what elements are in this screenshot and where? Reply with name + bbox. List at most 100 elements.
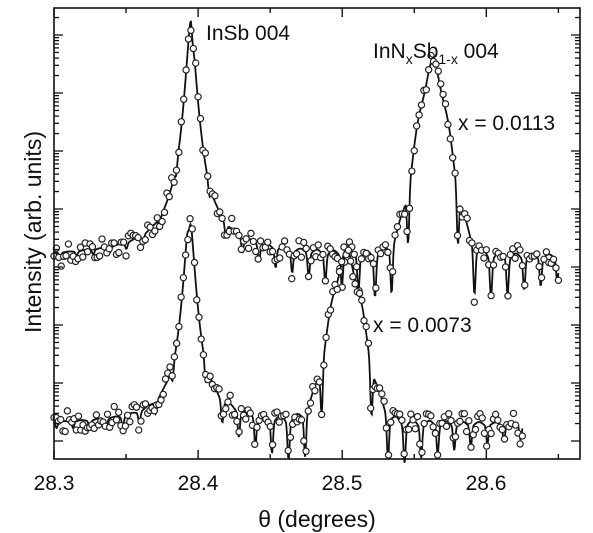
data-point xyxy=(57,262,65,270)
data-point xyxy=(518,261,527,270)
data-point xyxy=(445,410,453,418)
data-point xyxy=(403,227,411,236)
x-tick-label: 28.4 xyxy=(178,472,219,495)
data-point xyxy=(160,208,169,217)
data-point xyxy=(179,95,188,103)
layer-peak-label-subscript: x xyxy=(406,51,413,67)
data-point xyxy=(151,227,159,235)
data-point xyxy=(215,385,223,393)
data-point xyxy=(253,423,261,432)
data-point xyxy=(141,236,149,244)
data-point xyxy=(177,293,185,301)
data-point xyxy=(204,172,212,180)
data-point xyxy=(362,322,370,331)
data-point xyxy=(276,254,284,262)
layer-peak-label-part: 004 xyxy=(458,40,499,63)
data-point xyxy=(123,411,132,419)
data-point xyxy=(182,66,190,74)
data-point xyxy=(320,361,328,369)
data-point xyxy=(201,149,210,157)
data-point xyxy=(352,263,361,271)
data-point xyxy=(103,410,112,418)
data-point xyxy=(175,322,183,331)
data-point xyxy=(412,122,421,130)
data-point xyxy=(456,417,464,426)
data-point xyxy=(482,442,491,450)
data-point xyxy=(382,424,391,432)
data-point xyxy=(226,391,234,400)
data-point xyxy=(442,422,451,431)
data-point xyxy=(408,167,416,175)
data-point xyxy=(74,412,83,420)
data-point xyxy=(349,273,357,281)
data-point xyxy=(179,273,188,282)
data-point xyxy=(264,238,272,246)
data-point xyxy=(95,252,104,260)
data-point xyxy=(136,243,145,252)
data-point xyxy=(302,244,310,253)
data-point xyxy=(533,250,541,258)
data-point xyxy=(268,247,277,256)
data-point xyxy=(549,255,558,264)
data-point xyxy=(446,135,454,143)
data-point xyxy=(218,214,226,223)
data-point xyxy=(282,410,290,418)
data-point xyxy=(427,412,435,420)
data-point xyxy=(542,248,551,256)
data-point xyxy=(222,404,230,413)
data-point xyxy=(333,285,341,294)
data-point xyxy=(344,246,353,254)
data-point xyxy=(416,440,424,448)
data-point xyxy=(137,417,145,425)
data-point xyxy=(351,280,359,288)
data-point xyxy=(189,44,198,53)
data-point xyxy=(230,410,239,419)
data-point xyxy=(135,426,143,434)
data-point xyxy=(246,409,254,417)
data-point xyxy=(266,422,275,431)
data-point xyxy=(436,80,445,88)
data-point xyxy=(463,214,471,222)
data-point xyxy=(451,169,459,177)
data-point xyxy=(387,418,395,426)
data-point xyxy=(110,402,118,411)
data-point xyxy=(537,273,546,282)
data-point xyxy=(410,147,418,155)
data-point xyxy=(233,417,241,426)
data-point xyxy=(192,59,200,67)
data-point xyxy=(487,291,495,300)
data-point xyxy=(482,246,491,254)
data-point xyxy=(284,446,292,455)
data-point xyxy=(92,411,101,419)
data-point xyxy=(554,276,563,285)
data-point xyxy=(166,363,174,371)
data-point xyxy=(297,416,306,424)
data-point xyxy=(321,277,330,285)
x-axis-title: θ (degrees) xyxy=(258,506,376,532)
data-point xyxy=(302,447,310,455)
data-point xyxy=(395,410,404,418)
data-point xyxy=(516,440,524,448)
data-point xyxy=(460,409,469,418)
data-point xyxy=(304,407,312,415)
layer-peak-label: InNxSb1-x 004 xyxy=(373,40,499,67)
data-point xyxy=(432,60,440,68)
data-point xyxy=(439,90,447,99)
data-point xyxy=(317,410,326,419)
bottom-curve-label: x = 0.0073 xyxy=(373,314,472,337)
data-point xyxy=(521,281,529,289)
data-point xyxy=(499,252,507,261)
data-point xyxy=(235,231,243,240)
data-point xyxy=(415,111,423,119)
data-point xyxy=(498,425,506,434)
data-point xyxy=(237,245,246,254)
data-point xyxy=(424,66,433,74)
data-point xyxy=(404,425,413,434)
data-point xyxy=(98,235,106,243)
data-point xyxy=(242,415,250,423)
data-point xyxy=(367,404,375,412)
ticks-layer xyxy=(53,8,580,459)
data-point xyxy=(188,225,196,233)
data-point xyxy=(172,166,181,174)
